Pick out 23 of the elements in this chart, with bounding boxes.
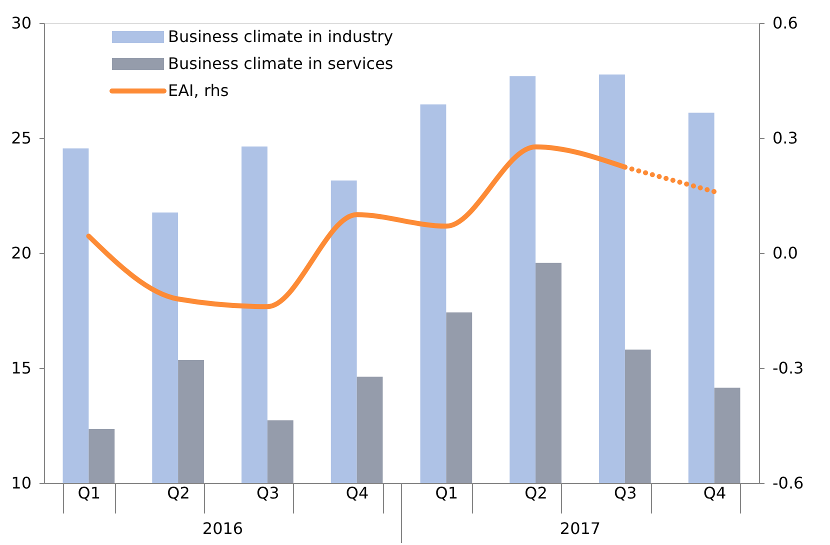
y2-tick-label: 0.3 <box>772 128 798 148</box>
x-tick-label: Q4 <box>346 484 369 502</box>
y-tick-label: 25 <box>11 128 32 148</box>
legend-label: EAI, rhs <box>168 81 229 100</box>
legend-label: Business climate in industry <box>168 27 394 46</box>
y-tick-label: 20 <box>11 244 32 262</box>
legend-label: Business climate in services <box>168 54 394 73</box>
y2-tick-label: 0.0 <box>772 244 798 262</box>
y-tick-label: 15 <box>11 358 32 378</box>
x-tick-label: Q3 <box>614 484 637 502</box>
y-tick-label: 30 <box>11 14 32 32</box>
y2-tick-label: -0.3 <box>772 358 804 378</box>
y-tick-label: 10 <box>11 474 32 492</box>
x-tick-label: Q1 <box>435 484 458 502</box>
x-tick-label: Q2 <box>167 484 190 502</box>
y2-tick-label: -0.6 <box>772 474 804 492</box>
x-tick-label: Q2 <box>524 484 548 502</box>
x-tick-label: Q3 <box>256 484 280 502</box>
y2-tick-label: 0.6 <box>772 14 798 32</box>
x-tick-label: Q4 <box>703 484 726 502</box>
text: 2017 <box>560 519 601 538</box>
x-tick-label: Q1 <box>78 484 101 502</box>
text: 2016 <box>202 519 244 538</box>
